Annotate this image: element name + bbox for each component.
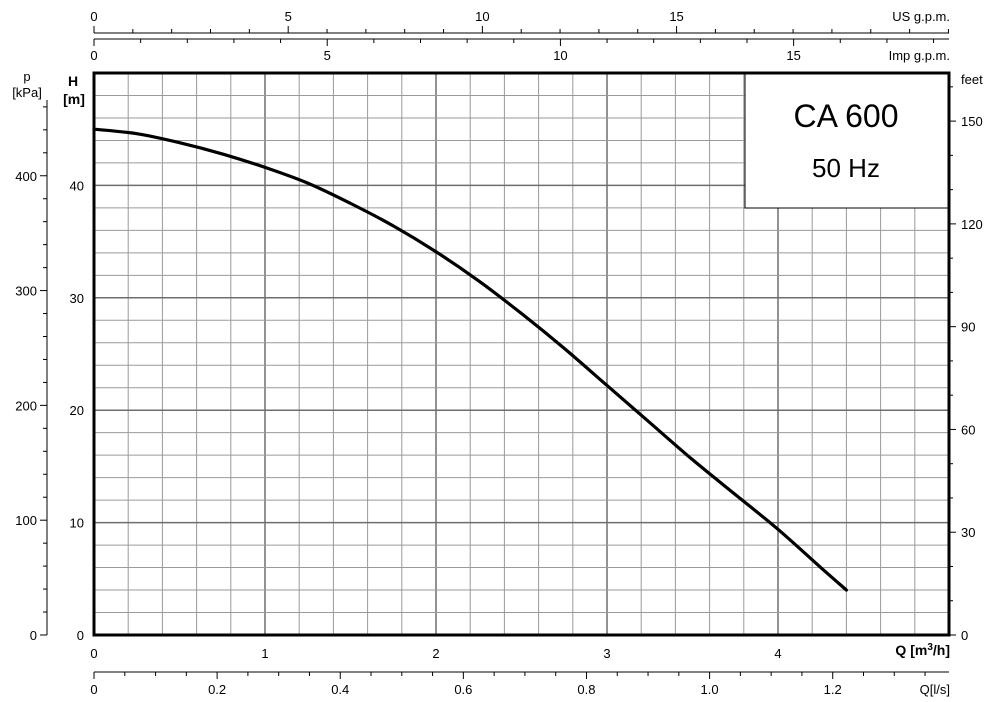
- feet-tick-label: 120: [961, 217, 983, 232]
- us-gpm-axis-label: US g.p.m.: [892, 9, 950, 24]
- feet-tick-label: 0: [961, 628, 968, 643]
- us-gpm-axis-tick-label: 0: [90, 9, 97, 24]
- us-gpm-axis-tick-label: 15: [669, 9, 683, 24]
- chart-subtitle: 50 Hz: [812, 153, 880, 183]
- feet-tick-label: 60: [961, 422, 975, 437]
- p-axis-label-symbol: p: [23, 69, 30, 84]
- q-m3h-tick-label: 0: [90, 646, 97, 661]
- h-tick-label: 30: [70, 291, 84, 306]
- title-box: [744, 73, 949, 209]
- q-ls-axis-tick-label: 0: [90, 682, 97, 697]
- h-axis-label-symbol: H: [68, 73, 78, 89]
- p-tick-label: 100: [15, 513, 37, 528]
- imp-gpm-axis-label: Imp g.p.m.: [889, 48, 950, 63]
- feet-tick-label: 150: [961, 114, 983, 129]
- plot-frame: [92, 71, 951, 637]
- feet-axis-label: feet: [961, 72, 983, 87]
- q-ls-axis-tick-label: 1.0: [701, 682, 719, 697]
- p-axis-label-unit: [kPa]: [12, 85, 42, 100]
- feet-tick-label: 30: [961, 525, 975, 540]
- feet-tick-label: 90: [961, 320, 975, 335]
- h-tick-label: 20: [70, 403, 84, 418]
- imp-gpm-axis-tick-label: 5: [324, 48, 331, 63]
- q-ls-axis-tick-label: 0.4: [331, 682, 349, 697]
- q-ls-axis-tick-label: 0.2: [208, 682, 226, 697]
- q-ls-axis-tick-label: 1.2: [824, 682, 842, 697]
- h-axis-label-unit: [m]: [63, 91, 85, 107]
- q-m3h-tick-label: 3: [603, 646, 610, 661]
- imp-gpm-axis-tick-label: 15: [786, 48, 800, 63]
- us-gpm-axis-tick-label: 10: [475, 9, 489, 24]
- q-m3h-axis-label: Q [m3/h]: [895, 642, 950, 658]
- p-tick-label: 0: [30, 628, 37, 643]
- p-tick-label: 200: [15, 398, 37, 413]
- q-m3h-tick-label: 1: [261, 646, 268, 661]
- chart-title: CA 600: [794, 98, 899, 134]
- q-ls-axis-tick-label: 0.6: [454, 682, 472, 697]
- us-gpm-axis-tick-label: 5: [285, 9, 292, 24]
- p-tick-label: 400: [15, 169, 37, 184]
- head-curve-line: [92, 127, 848, 592]
- q-m3h-tick-label: 4: [774, 646, 781, 661]
- h-tick-label: 10: [70, 516, 84, 531]
- imp-gpm-axis-tick-label: 10: [553, 48, 567, 63]
- q-ls-axis-tick-label: 0.8: [577, 682, 595, 697]
- p-tick-label: 300: [15, 284, 37, 299]
- imp-gpm-axis-tick-label: 0: [90, 48, 97, 63]
- h-tick-label: 0: [77, 628, 84, 643]
- h-tick-label: 40: [70, 178, 84, 193]
- q-ls-axis-label: Q[l/s]: [920, 682, 950, 697]
- q-m3h-tick-label: 2: [432, 646, 439, 661]
